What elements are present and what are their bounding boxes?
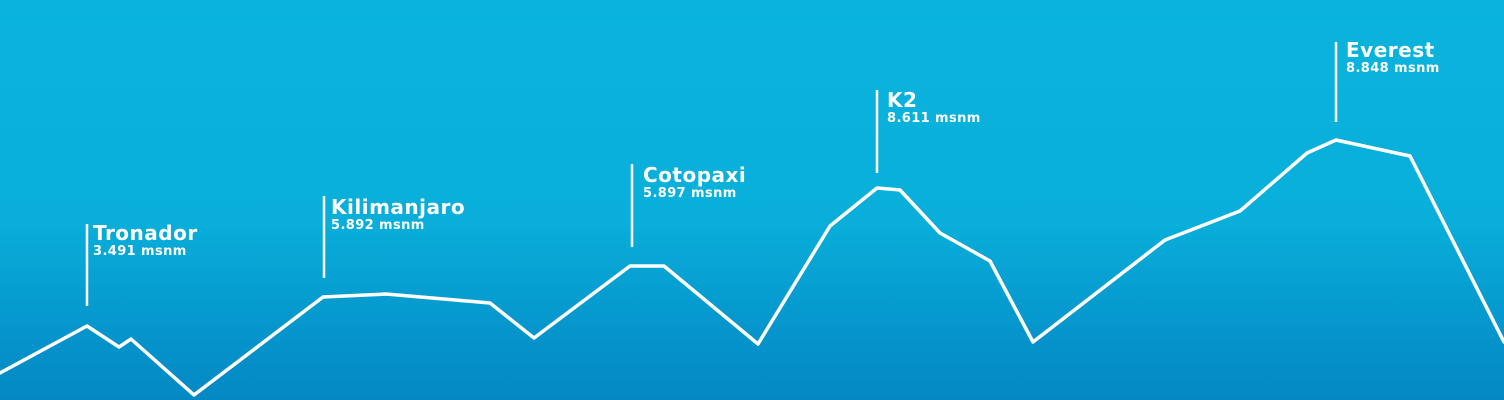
mountain-ridge-line	[0, 138, 1504, 397]
peak-name: Tronador	[93, 221, 198, 245]
peak-label-kilimanjaro: Kilimanjaro 5.892 msnm	[331, 196, 465, 233]
peak-elevation: 5.897 msnm	[643, 186, 737, 201]
peak-label-tronador: Tronador 3.491 msnm	[93, 222, 198, 259]
peak-name: Cotopaxi	[643, 163, 747, 187]
peak-name: Everest	[1346, 38, 1435, 62]
peak-elevation: 3.491 msnm	[93, 244, 187, 259]
peak-elevation: 5.892 msnm	[331, 218, 425, 233]
peak-label-everest: Everest 8.848 msnm	[1346, 39, 1440, 76]
peak-name: Kilimanjaro	[331, 195, 466, 219]
peak-label-cotopaxi: Cotopaxi 5.897 msnm	[643, 164, 746, 201]
peak-name: K2	[887, 88, 918, 112]
peak-elevation: 8.611 msnm	[887, 111, 981, 126]
peak-label-k2: K2 8.611 msnm	[887, 89, 981, 126]
peak-elevation: 8.848 msnm	[1346, 61, 1440, 76]
